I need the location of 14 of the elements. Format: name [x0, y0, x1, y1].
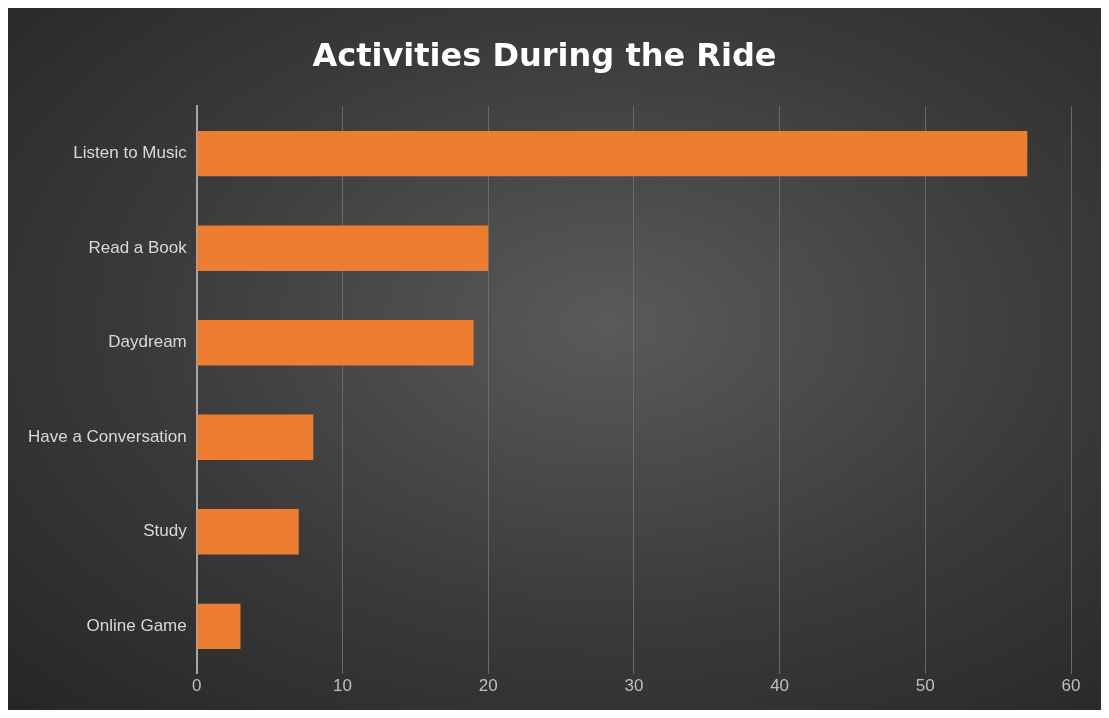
y-tick-label: Online Game — [86, 616, 187, 636]
chart-title: Activities During the Ride — [312, 35, 777, 74]
y-tick-label: Listen to Music — [73, 143, 188, 163]
x-tick-label: 30 — [624, 676, 644, 696]
y-tick-label: Have a Conversation — [27, 426, 187, 446]
y-tick-label: Read a Book — [88, 237, 188, 257]
x-tick-label: 0 — [192, 676, 202, 696]
x-tick-label: 10 — [333, 676, 352, 696]
y-tick-label: Study — [143, 521, 188, 541]
x-tick-label: 60 — [1061, 676, 1081, 696]
x-tick-label: 20 — [478, 676, 498, 696]
y-tick-label: Daydream — [108, 332, 187, 352]
x-tick-label: 50 — [915, 676, 935, 696]
x-tick-label: 40 — [770, 676, 790, 696]
